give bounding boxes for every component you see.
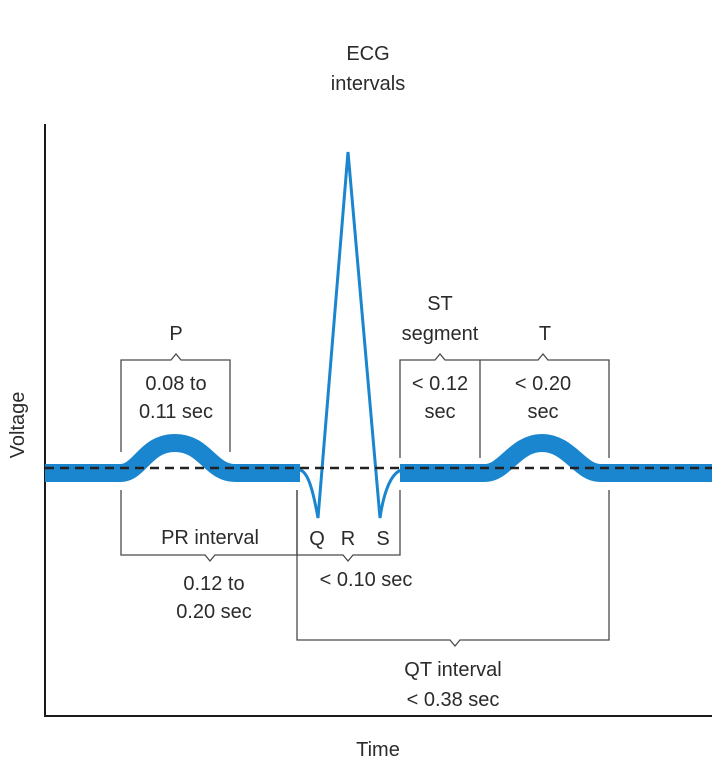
pr-interval-bracket <box>120 490 298 563</box>
t-wave-duration-line-1: < 0.20 <box>515 373 571 395</box>
ecg-trace-left <box>45 434 300 482</box>
p-wave-duration-line-2: 0.11 sec <box>139 401 213 423</box>
q-label: Q <box>309 528 325 550</box>
qrs-complex-trace <box>299 151 403 519</box>
st-segment-label-line-2: segment <box>402 323 479 345</box>
st-segment-label-line-1: ST <box>427 293 453 315</box>
st-segment-duration-line-2: sec <box>424 401 455 423</box>
x-axis-label: Time <box>356 739 400 761</box>
title-line-1: ECG <box>346 43 389 65</box>
t-wave-bracket <box>480 352 610 458</box>
y-axis-label: Voltage <box>7 392 29 459</box>
qt-interval-label: QT interval <box>404 659 501 681</box>
t-wave-duration-line-2: sec <box>527 401 558 423</box>
p-wave-label: P <box>169 323 182 345</box>
axes <box>44 124 712 717</box>
t-wave-label: T <box>539 323 551 345</box>
qt-interval-duration: < 0.38 sec <box>407 689 500 711</box>
title-line-2: intervals <box>331 73 405 95</box>
p-wave-duration-line-1: 0.08 to <box>145 373 206 395</box>
pr-interval-duration-line-2: 0.20 sec <box>176 601 252 623</box>
s-label: S <box>376 528 389 550</box>
r-label: R <box>341 528 355 550</box>
pr-interval-duration-line-1: 0.12 to <box>183 573 244 595</box>
st-segment-duration-line-1: < 0.12 <box>412 373 468 395</box>
pr-interval-label: PR interval <box>161 527 259 549</box>
qrs-duration: < 0.10 sec <box>320 569 413 591</box>
qt-interval-bracket <box>296 490 610 648</box>
p-wave-bracket <box>120 352 231 452</box>
